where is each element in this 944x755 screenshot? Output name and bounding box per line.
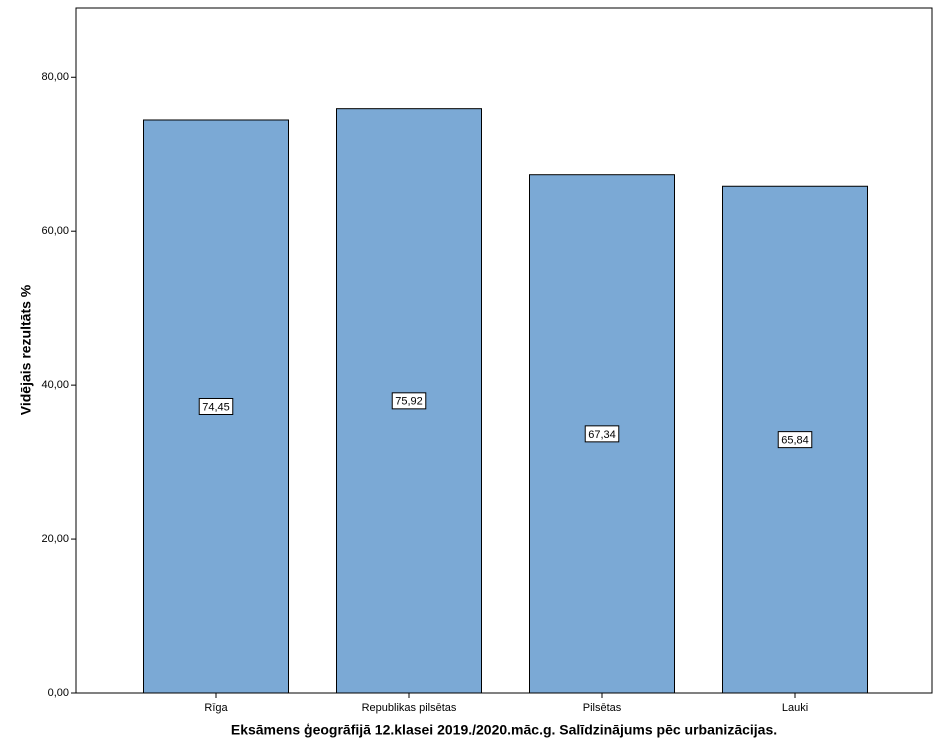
y-tick-label: 80,00 (41, 71, 69, 83)
y-tick-label: 40,00 (41, 379, 69, 391)
y-tick-label: 60,00 (41, 225, 69, 237)
x-tick-label: Rīga (204, 702, 228, 714)
value-label-box (391, 392, 427, 410)
value-label-box (198, 397, 234, 415)
x-tick-label: Pilsētas (583, 702, 622, 714)
value-label: 67,34 (588, 429, 616, 441)
y-tick-label: 0,00 (48, 687, 69, 699)
value-label: 74,45 (202, 401, 230, 413)
value-label: 65,84 (781, 435, 809, 447)
value-label-box (777, 431, 813, 449)
plot-frame (75, 7, 933, 694)
value-label-box (584, 425, 620, 443)
x-tick-label: Republikas pilsētas (362, 702, 457, 714)
y-tick-label: 20,00 (41, 533, 69, 545)
value-label: 75,92 (395, 396, 423, 408)
x-axis-title: Eksāmens ģeogrāfijā 12.klasei 2019./2020… (231, 722, 777, 738)
x-tick-label: Lauki (782, 702, 808, 714)
y-axis-title: Vidējais rezultāts % (18, 284, 34, 415)
